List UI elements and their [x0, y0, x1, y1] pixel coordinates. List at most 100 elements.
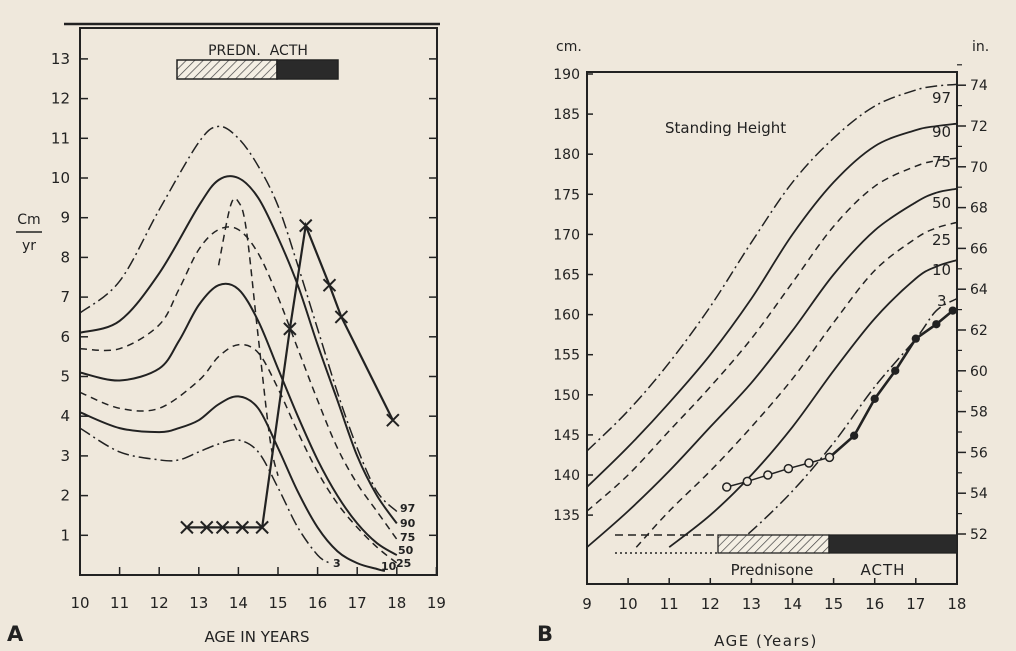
panel-b-y-tick-label-right: 58 [970, 405, 988, 421]
panel-b-percentile-curve-50 [586, 187, 958, 548]
panel-b-y-tick-label-right: 72 [970, 119, 988, 135]
panel-b-y-tick-label-left: 190 [553, 67, 580, 83]
panel-b-y-tick-label-left: 175 [553, 187, 580, 203]
panel-a-percentile-label: 75 [400, 531, 415, 544]
panel-b-y-tick-label-right: 54 [970, 486, 988, 502]
panel-b-y-tick-label-left: 160 [553, 308, 580, 324]
panel-b-percentile-curves [586, 83, 958, 548]
panel-a-y-tick-label: 5 [60, 368, 70, 386]
panel-b-y-tick-label-right: 74 [970, 78, 988, 94]
panel-b-ylabel-left: cm. [556, 39, 582, 55]
panel-b-treatment-bar [615, 534, 958, 554]
panel-b-patient-marker-filled [948, 306, 957, 315]
panel-b-patient-marker-filled [850, 431, 859, 440]
panel-b-y-ticks-left: 135 140 145 150 155 160 165 170 175 180 185 190 [553, 67, 593, 524]
panel-a-percentile-label: 10 [381, 560, 397, 573]
panel-a-patient-marker [235, 520, 250, 535]
panel-b-x-tick-label: 18 [947, 595, 966, 613]
panel-b-percentile-label: 25 [932, 231, 951, 249]
panel-a-patient-marker [322, 278, 337, 292]
panel-a-x-tick-label: 12 [150, 594, 169, 612]
panel-a-x-tick-label: 16 [308, 594, 327, 612]
panel-b-y-ticks-right: 52 54 56 58 60 62 64 66 68 70 72 74 [957, 64, 988, 543]
panel-a-y-tick-label: 8 [60, 248, 70, 266]
panel-b-y-tick-label-right: 66 [970, 241, 988, 257]
panel-b-acth-label: ACTH [861, 561, 906, 579]
panel-b-y-tick-label-right: 62 [970, 323, 988, 339]
panel-b: 9 10 11 12 13 14 15 16 17 18 135 140 145 150 155 160 16… [537, 39, 989, 650]
panel-a-y-tick-label: 6 [60, 328, 70, 346]
panel-b-prednisone-label: Prednisone [731, 561, 814, 579]
panel-b-y-tick-label-left: 155 [553, 348, 580, 364]
panel-a-percentile-label: 97 [400, 502, 415, 515]
panel-a-plot-frame [79, 27, 438, 576]
panel-a-patient-marker [255, 520, 269, 535]
panel-a-patient-series [180, 218, 400, 535]
panel-b-x-ticks: 9 10 11 12 13 14 15 16 17 18 [582, 578, 966, 613]
panel-b-patient-marker-filled [870, 394, 879, 403]
panel-b-title: Standing Height [665, 119, 786, 137]
panel-b-percentile-label: 3 [937, 292, 947, 310]
panel-a-percentile-label: 90 [400, 517, 416, 530]
panel-a-y-tick-label: 9 [60, 209, 70, 227]
panel-a-patient-marker [215, 520, 230, 535]
panel-b-patient-line-acth [828, 309, 954, 459]
panel-a-patient-line [186, 221, 394, 529]
panel-b-y-tick-label-left: 170 [553, 227, 580, 243]
panel-b-patient-marker-open [804, 458, 814, 468]
panel-a-patient-marker [283, 322, 297, 336]
panel-a-percentile-curve-3 [79, 427, 330, 564]
panel-b-patient-series [721, 306, 957, 492]
panel-a-y-tick-label: 12 [51, 90, 70, 108]
panel-b-y-tick-label-left: 140 [553, 468, 580, 484]
panel-a-percentile-curve-97 [79, 125, 398, 513]
panel-b-x-tick-label: 17 [906, 595, 925, 613]
panel-a-y-tick-label: 10 [51, 169, 70, 187]
panel-a-x-ticks: 10 11 12 13 14 15 16 17 18 19 [70, 567, 446, 612]
panel-a-prednisone-bar [176, 59, 278, 80]
panel-a-acth-bar [276, 59, 339, 80]
panel-b-percentile-label: 97 [932, 89, 951, 107]
panel-a-y-tick-label: 7 [60, 288, 70, 306]
panel-b-x-tick-label: 14 [783, 595, 802, 613]
panel-a-patient-marker [299, 218, 313, 233]
panel-b-acth-bar [828, 534, 958, 554]
panel-b-patient-marker-open [742, 476, 753, 487]
panel-b-x-tick-label: 16 [865, 595, 884, 613]
panel-b-patient-line-prednisone [726, 456, 830, 488]
panel-b-patient-marker-filled [891, 366, 900, 375]
panel-a-patient-marker [386, 413, 400, 427]
panel-b-x-tick-label: 11 [660, 595, 679, 613]
panel-a-x-tick-label: 11 [110, 594, 129, 612]
panel-b-percentile-label: 50 [932, 194, 951, 212]
panel-a-patient-marker [334, 310, 349, 324]
panel-b-percentile-curve-97 [586, 83, 957, 452]
panel-b-y-tick-label-right: 56 [970, 445, 988, 461]
panel-a-percentile-curve-75 [79, 226, 398, 540]
panel-b-patient-marker-open [721, 482, 732, 492]
panel-b-patient-marker-open [763, 470, 773, 480]
panel-a-y-tick-label: 11 [51, 129, 70, 147]
panel-b-y-tick-label-left: 145 [553, 428, 580, 444]
panel-b-y-tick-label-left: 135 [553, 508, 580, 524]
panel-b-percentile-label: 75 [932, 153, 951, 171]
panel-b-x-tick-label: 15 [824, 595, 843, 613]
panel-a-x-tick-label: 18 [387, 594, 406, 612]
panel-a-percentile-curve-90 [79, 175, 398, 524]
panel-b-x-tick-label: 10 [619, 595, 638, 613]
panel-a-ylabel-top: Cm [17, 212, 40, 228]
panel-b-patient-marker-filled [911, 334, 920, 343]
panel-b-y-tick-label-right: 60 [970, 364, 988, 380]
panel-b-patient-marker-open [783, 463, 794, 474]
panel-a-x-tick-label: 14 [229, 594, 248, 612]
panel-b-patient-marker-open [824, 452, 835, 463]
panel-a-y-tick-label: 1 [60, 526, 70, 544]
panel-b-label: B [537, 622, 553, 646]
panel-b-y-tick-label-left: 150 [553, 388, 580, 404]
panel-a-percentile-curves [79, 125, 398, 572]
panel-b-percentile-curve-10 [668, 259, 958, 548]
panel-a-y-tick-label: 2 [60, 487, 70, 505]
